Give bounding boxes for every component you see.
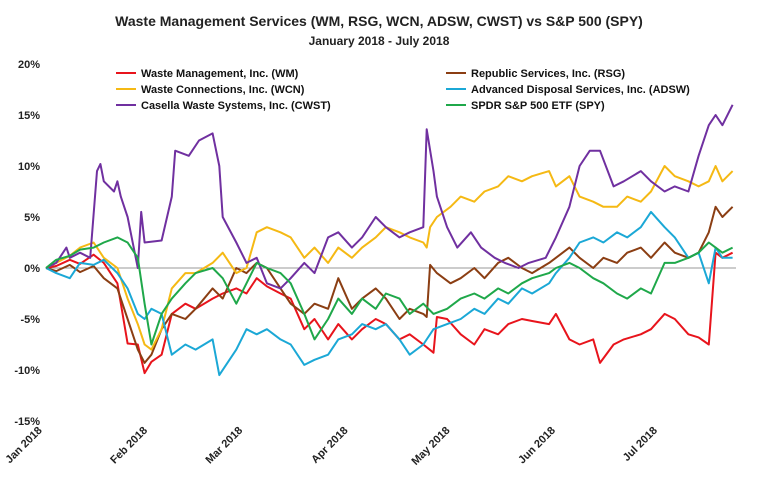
legend-label: Waste Management, Inc. (WM)	[141, 68, 299, 80]
y-tick-label: 10%	[18, 161, 40, 173]
x-tick-label: Jan 2018	[3, 425, 44, 466]
legend-label: Republic Services, Inc. (RSG)	[471, 68, 625, 80]
x-tick-label: Jul 2018	[621, 425, 660, 464]
y-tick-label: -10%	[14, 365, 40, 377]
y-tick-label: 5%	[24, 212, 40, 224]
x-tick-label: Jun 2018	[516, 425, 558, 467]
legend-label: Waste Connections, Inc. (WCN)	[141, 84, 305, 96]
plot-area: -15% -10% -5% 0% 5% 10% 15% 20% Jan 2018 Feb 2018…	[3, 59, 736, 468]
series-line	[45, 205, 734, 364]
y-tick-label: 20%	[18, 59, 40, 71]
series-line	[45, 104, 734, 290]
y-tick-label: 15%	[18, 110, 40, 122]
y-tick-label: -5%	[20, 314, 40, 326]
chart-subtitle: January 2018 - July 2018	[309, 34, 450, 48]
y-tick-label: 0%	[24, 263, 40, 275]
legend-label: Casella Waste Systems, Inc. (CWST)	[141, 100, 331, 112]
series-line	[45, 236, 734, 346]
legend-label: SPDR S&P 500 ETF (SPY)	[471, 100, 605, 112]
series-line	[45, 210, 733, 377]
x-tick-label: Feb 2018	[108, 425, 150, 467]
legend-label: Advanced Disposal Services, Inc. (ADSW)	[471, 84, 690, 96]
x-tick-label: May 2018	[410, 425, 453, 468]
x-tick-label: Mar 2018	[203, 425, 245, 467]
chart-title: Waste Management Services (WM, RSG, WCN,…	[115, 13, 643, 29]
series-line	[45, 165, 734, 351]
y-tick-label: -15%	[14, 416, 40, 428]
x-tick-label: Apr 2018	[309, 425, 350, 466]
